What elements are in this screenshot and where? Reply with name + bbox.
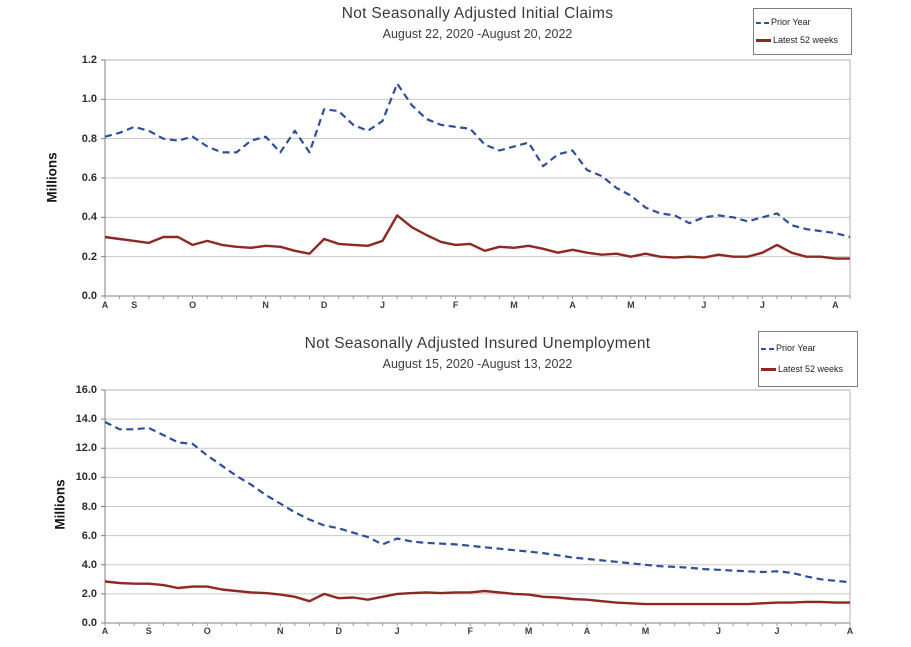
series-line-prior-year <box>104 421 851 584</box>
x-tick-label: S <box>131 300 138 310</box>
y-tick-label: 0.6 <box>81 172 97 184</box>
y-tick-label: 6.0 <box>81 529 97 542</box>
dashed-line-marker <box>756 21 769 24</box>
x-tick-label: D <box>320 300 328 310</box>
chart2-legend: Prior Year Latest 52 weeks <box>758 331 858 387</box>
y-tick-label: 10.0 <box>75 471 97 484</box>
x-tick-label: N <box>262 300 269 310</box>
x-tick-label: A <box>101 626 109 636</box>
legend-label-prior-year: Prior Year <box>776 343 816 354</box>
y-tick-label: 0.2 <box>81 250 97 263</box>
x-tick-label: J <box>759 300 765 310</box>
y-tick-label: 4.0 <box>81 558 97 571</box>
chart1-legend: Prior Year Latest 52 weeks <box>753 8 852 55</box>
x-tick-label: O <box>189 300 197 310</box>
x-tick-label: J <box>394 626 400 636</box>
legend-item-latest-52-weeks: Latest 52 weeks <box>761 363 855 374</box>
y-tick-label: 1.0 <box>81 93 97 106</box>
chart1-subtitle: August 22, 2020 -August 20, 2022 <box>382 27 573 41</box>
legend-label-latest-52-weeks: Latest 52 weeks <box>778 363 844 374</box>
series-line-latest-52-weeks <box>104 580 850 606</box>
chart1-title: Not Seasonally Adjusted Initial Claims <box>341 5 614 22</box>
y-tick-label: 0.8 <box>81 132 97 145</box>
x-tick-label: M <box>524 626 533 636</box>
y-tick-label: 14.0 <box>75 413 97 426</box>
x-tick-label: M <box>510 300 518 310</box>
x-tick-label: A <box>583 626 591 636</box>
y-tick-label: 12.0 <box>75 442 97 455</box>
y-tick-label: 0.4 <box>81 211 97 224</box>
y-tick-label: 16.0 <box>75 384 97 396</box>
solid-line-marker <box>761 367 776 371</box>
solid-line-marker <box>756 38 771 42</box>
y-tick-label: 1.2 <box>81 54 97 66</box>
chart2-title: Not Seasonally Adjusted Insured Unemploy… <box>304 335 651 352</box>
y-tick-label: 0.0 <box>81 617 97 629</box>
x-tick-label: F <box>452 300 459 310</box>
legend-item-prior-year: Prior Year <box>756 18 849 27</box>
x-tick-label: S <box>145 626 152 636</box>
x-tick-label: J <box>774 626 780 636</box>
x-tick-label: M <box>627 300 635 310</box>
legend-item-prior-year: Prior Year <box>761 344 855 353</box>
x-tick-label: M <box>641 626 650 636</box>
x-tick-label: J <box>701 300 707 310</box>
x-tick-label: F <box>467 626 473 636</box>
y-tick-label: 2.0 <box>81 587 97 600</box>
chart2-subtitle: August 15, 2020 -August 13, 2022 <box>382 357 573 371</box>
x-tick-label: J <box>716 626 722 636</box>
x-tick-label: A <box>101 300 109 310</box>
x-tick-label: N <box>277 626 284 636</box>
legend-label-prior-year: Prior Year <box>771 17 811 28</box>
legend-label-latest-52-weeks: Latest 52 weeks <box>773 34 839 45</box>
y-tick-label: 0.0 <box>81 290 97 302</box>
series-line-prior-year <box>104 82 851 239</box>
x-tick-label: O <box>203 626 211 636</box>
x-tick-label: J <box>380 300 386 310</box>
dashed-line-marker <box>761 347 774 350</box>
x-tick-label: A <box>832 300 839 310</box>
x-tick-label: A <box>569 300 576 310</box>
x-tick-label: D <box>335 626 342 636</box>
y-tick-label: 8.0 <box>81 500 97 513</box>
series-line-latest-52-weeks <box>104 214 850 260</box>
legend-item-latest-52-weeks: Latest 52 weeks <box>756 34 849 45</box>
x-tick-label: A <box>846 626 854 636</box>
